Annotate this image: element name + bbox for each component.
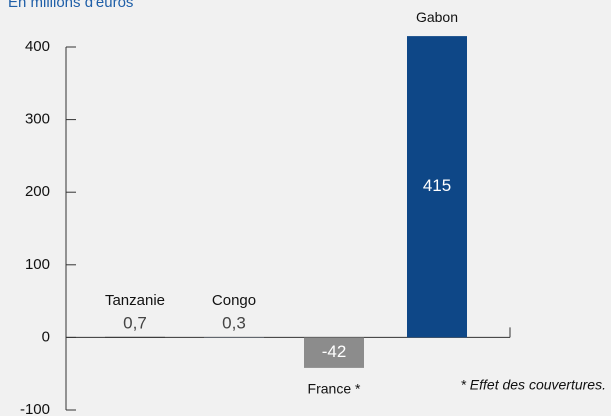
y-tick-label: 200 — [25, 183, 50, 200]
value-label: -42 — [322, 342, 347, 361]
value-label: 415 — [423, 176, 451, 195]
chart-subtitle: En millions d'euros — [8, 0, 133, 11]
y-tick-label: 100 — [25, 256, 50, 273]
y-tick-label: 0 — [42, 328, 50, 345]
category-label: Tanzanie — [105, 292, 165, 309]
bar — [105, 336, 165, 338]
bar — [304, 337, 364, 368]
value-label: 0,3 — [222, 314, 246, 333]
y-tick-label: 400 — [25, 38, 50, 55]
annotation: * Effet des couvertures. — [460, 377, 606, 393]
y-tick-label: 300 — [25, 111, 50, 128]
bar — [407, 36, 467, 338]
value-label: 0,7 — [123, 313, 147, 332]
y-tick-label: -100 — [20, 401, 50, 416]
category-label: Gabon — [416, 9, 458, 25]
category-label: France * — [308, 381, 361, 397]
category-label: Congo — [212, 292, 256, 309]
